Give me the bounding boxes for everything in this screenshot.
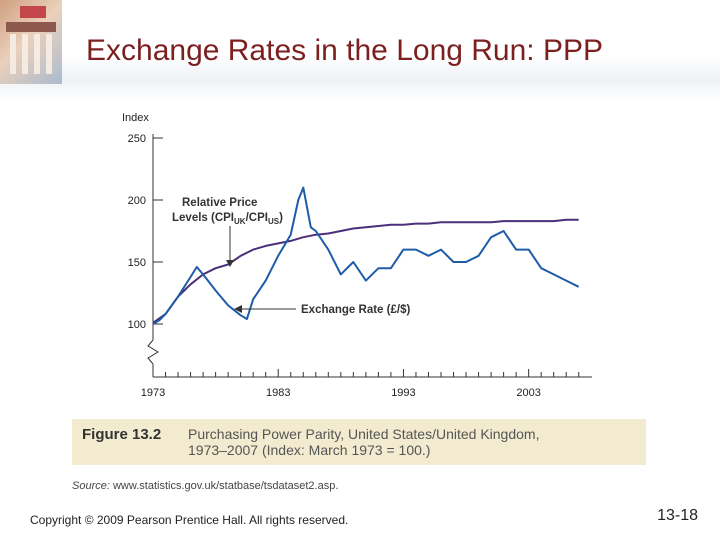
exchange-rate-arrow-head [234,305,242,313]
source-url: www.statistics.gov.uk/statbase/tsdataset… [112,480,339,492]
x-tick-label: 1983 [266,387,290,399]
relative-price-label-line2: Levels (CPIUK/CPIUS) [172,212,283,226]
relative-price-series-line [152,218,579,324]
ppp-line-chart: Index 100 150 200 250 1973 1983 1993 2003 Relat… [122,112,592,399]
slide-title: Exchange Rates in the Long Run: PPP [86,34,604,67]
slide-number: 13-18 [657,507,698,524]
x-tick-label: 1973 [141,387,165,399]
header-band [0,0,720,100]
y-tick-label: 150 [128,257,146,269]
series-layer [152,186,580,325]
figure-label: Figure 13.2 [82,426,162,443]
source-lead: Source: [72,480,110,492]
axis-break-mark [147,339,159,365]
exchange-rate-label: Exchange Rate (£/$) [301,304,410,316]
y-tick-label: 200 [128,195,146,207]
x-tick-label: 2003 [516,387,540,399]
y-axis-label: Index [122,112,149,124]
publisher-logo-icon [0,0,62,84]
figure-caption: Purchasing Power Parity, United States/U… [188,426,540,458]
figure-caption-box: Figure 13.2 Purchasing Power Parity, Uni… [72,419,646,465]
copyright-text: Copyright © 2009 Pearson Prentice Hall. … [30,513,349,527]
x-tick-label: 1993 [391,387,415,399]
exchange-rate-series-line [152,186,580,325]
y-tick-label: 250 [128,133,146,145]
annotation-layer: Relative Price Levels (CPIUK/CPIUS) Exchan… [172,197,410,316]
relative-price-arrow-head [226,260,234,267]
relative-price-label-line1: Relative Price [182,197,257,209]
chart-axes: 100 150 200 250 1973 1983 1993 2003 [128,133,592,399]
y-tick-label: 100 [128,319,146,331]
source-line: Source: www.statistics.gov.uk/statbase/t… [72,480,338,492]
